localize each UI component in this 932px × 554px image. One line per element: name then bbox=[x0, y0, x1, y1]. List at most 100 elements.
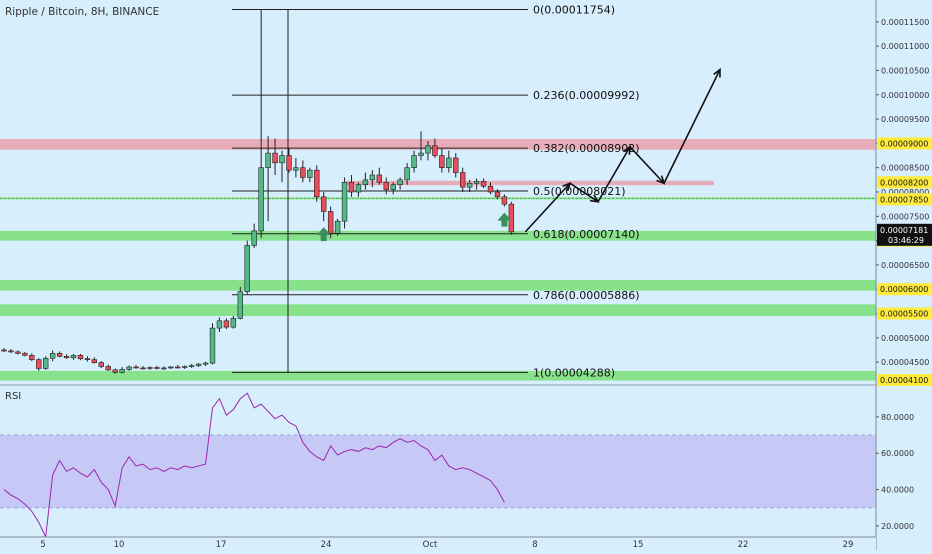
fib-level-label: 0.5(0.00008021) bbox=[533, 185, 626, 198]
fib-level-label: 0.786(0.00005886) bbox=[533, 289, 640, 302]
rsi-label: RSI bbox=[5, 391, 21, 402]
candle-body bbox=[98, 362, 105, 367]
candle-body bbox=[126, 366, 132, 370]
time-tick-label: 17 bbox=[216, 540, 227, 550]
candle-body bbox=[168, 366, 174, 369]
candle-body bbox=[251, 230, 257, 246]
fib-level-label: 0.236(0.00009992) bbox=[533, 89, 640, 102]
candle-body bbox=[133, 366, 139, 369]
support-zone bbox=[0, 370, 876, 381]
candle-body bbox=[147, 367, 153, 369]
candle-body bbox=[258, 167, 264, 232]
countdown-text: 03:46:29 bbox=[888, 236, 924, 245]
last-price-badge bbox=[877, 223, 932, 246]
time-tick-label: 24 bbox=[321, 540, 332, 550]
candle-body bbox=[1, 349, 7, 352]
projection-arrowhead bbox=[562, 181, 572, 192]
support-zone bbox=[0, 230, 876, 241]
candle-body bbox=[369, 174, 376, 181]
candle-body bbox=[487, 185, 494, 193]
support-zone bbox=[0, 279, 876, 291]
price-tick-label: 0.00011000 bbox=[881, 42, 929, 51]
candle-body bbox=[265, 152, 271, 168]
candle-body bbox=[397, 179, 403, 186]
price-tick-label: 0.00009500 bbox=[881, 115, 929, 124]
candle-body bbox=[91, 359, 98, 363]
fib-level-label: 0.618(0.00007140) bbox=[533, 228, 640, 241]
candle-body bbox=[327, 211, 334, 234]
candle-body bbox=[334, 220, 341, 234]
candle-body bbox=[140, 367, 146, 370]
candle-body bbox=[508, 203, 515, 233]
candle-body bbox=[453, 157, 459, 173]
price-tick-label: 0.00006500 bbox=[881, 261, 929, 270]
rsi-line bbox=[3, 392, 505, 539]
projection-arrowhead bbox=[656, 175, 666, 185]
projection-layer bbox=[524, 67, 721, 233]
candle-body bbox=[348, 181, 355, 193]
price-level-badge bbox=[877, 137, 932, 150]
candle-body bbox=[119, 369, 125, 373]
price-level-badge bbox=[877, 176, 932, 189]
candle-body bbox=[383, 181, 389, 190]
price-tick-label: 0.00007500 bbox=[881, 212, 929, 221]
time-tick-label: 10 bbox=[114, 540, 125, 550]
candle-body bbox=[404, 167, 410, 181]
fib-level-label: 0(0.00011754) bbox=[533, 4, 615, 17]
candle-body bbox=[112, 369, 118, 373]
time-tick-label: 29 bbox=[843, 540, 854, 550]
price-level-badge bbox=[877, 283, 932, 296]
candle-body bbox=[279, 155, 285, 164]
time-tick-label: 15 bbox=[633, 540, 644, 550]
candle-body bbox=[473, 181, 480, 184]
candle-body bbox=[341, 181, 348, 222]
time-tick-label: 5 bbox=[40, 540, 45, 550]
candle-body bbox=[446, 157, 452, 168]
fibonacci-layer: 0(0.00011754) 0.236(0.00009992) 0.382(0.00… bbox=[232, 4, 640, 379]
candle-body bbox=[182, 366, 188, 368]
candle-body bbox=[8, 350, 14, 353]
price-axis-bg bbox=[876, 0, 932, 550]
price-level-badge-text: 0.00007850 bbox=[880, 195, 928, 204]
price-level-badge-text: 0.00005500 bbox=[880, 310, 928, 319]
time-tick-label: 8 bbox=[532, 540, 537, 550]
candle-body bbox=[63, 355, 70, 359]
price-level-badge-text: 0.00009000 bbox=[880, 139, 928, 148]
candle-body bbox=[154, 367, 160, 369]
candle-body bbox=[425, 145, 431, 154]
up-arrow-marker bbox=[497, 212, 512, 227]
price-level-badge bbox=[877, 307, 932, 320]
candle-body bbox=[314, 169, 320, 198]
time-axis-bg bbox=[0, 537, 876, 550]
rsi-tick-label: 60.0000 bbox=[881, 449, 914, 458]
projection-path bbox=[524, 69, 721, 233]
candle-body bbox=[36, 359, 42, 369]
price-tick-label: 0.00010000 bbox=[881, 91, 929, 100]
candle-body bbox=[230, 318, 237, 328]
candle-body bbox=[307, 169, 313, 178]
candle-body bbox=[29, 355, 35, 360]
price-tick-label: 0.00008500 bbox=[881, 164, 929, 173]
candle-body bbox=[22, 353, 28, 356]
candle-body bbox=[272, 152, 278, 164]
candle-body bbox=[480, 181, 487, 187]
candle-body bbox=[244, 245, 250, 292]
last-price-text: 0.00007181 bbox=[880, 226, 928, 235]
candle-body bbox=[501, 196, 508, 205]
price-level-badge bbox=[877, 374, 932, 386]
candle-body bbox=[188, 365, 195, 367]
candle-body bbox=[362, 179, 369, 186]
candle-body bbox=[459, 172, 466, 188]
candle-body bbox=[77, 355, 84, 360]
rsi-band bbox=[0, 435, 876, 508]
candle-body bbox=[293, 167, 299, 171]
support-zone bbox=[0, 304, 876, 316]
rsi-tick-label: 40.0000 bbox=[881, 486, 914, 495]
candle-body bbox=[175, 366, 181, 369]
candle-body bbox=[105, 366, 111, 371]
candle-body bbox=[161, 367, 167, 370]
candle-body bbox=[84, 358, 91, 361]
price-tick-label: 0.00011500 bbox=[881, 18, 929, 27]
